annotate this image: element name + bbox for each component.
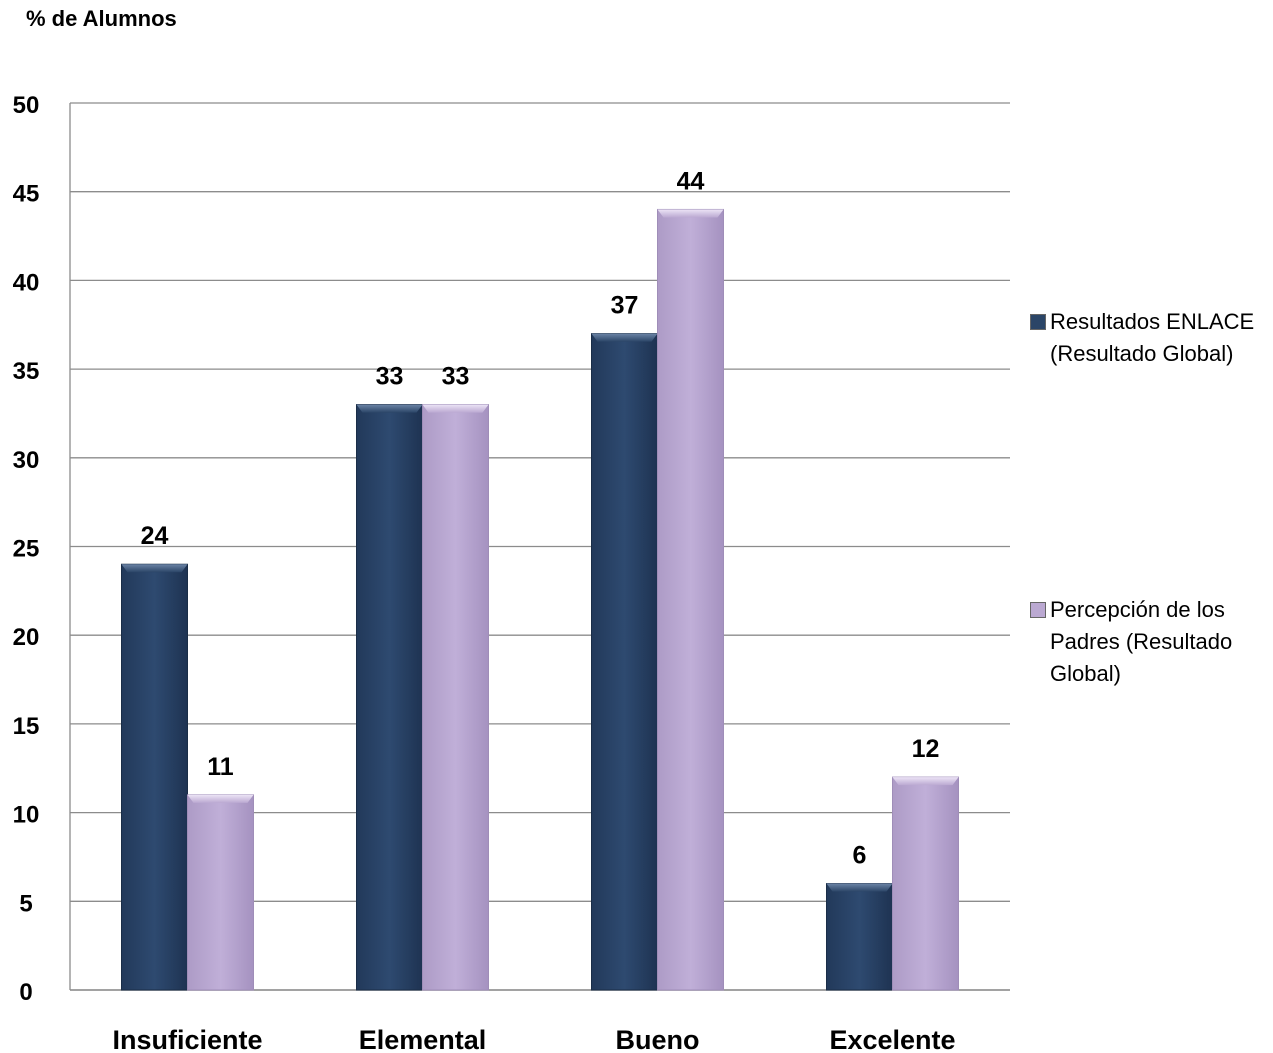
legend: Resultados ENLACE (Resultado Global) Per… [1030, 0, 1270, 1053]
bar-enlace-elemental [356, 404, 423, 991]
x-tick-label: Elemental [359, 1025, 487, 1053]
bar-bevel [591, 333, 658, 342]
y-tick-label: 5 [19, 890, 32, 917]
data-label: 12 [912, 735, 940, 763]
y-tick-label: 30 [13, 447, 40, 474]
data-label: 33 [376, 363, 404, 391]
bar-enlace-excelente [826, 883, 893, 991]
bar-bevel [422, 404, 489, 413]
y-tick-label: 35 [13, 358, 40, 385]
bar-padres-elemental [422, 404, 489, 991]
bar-padres-insuficiente [187, 794, 254, 991]
x-tick-label: Excelente [829, 1025, 955, 1053]
legend-swatch-padres [1030, 602, 1046, 618]
x-tick-label: Bueno [616, 1025, 700, 1053]
data-label: 24 [141, 522, 169, 550]
bar-bevel [187, 794, 254, 803]
bar-bevel [121, 564, 188, 573]
y-tick-label: 15 [13, 713, 40, 740]
data-label: 11 [207, 753, 234, 781]
bar-bevel [356, 404, 423, 413]
y-tick-label: 40 [13, 269, 40, 296]
data-label: 44 [677, 167, 705, 195]
bar-padres-excelente [892, 776, 959, 991]
bar-bevel [826, 883, 893, 892]
legend-label-enlace: Resultados ENLACE (Resultado Global) [1050, 309, 1255, 366]
y-tick-label: 45 [13, 181, 40, 208]
bar-bevel [892, 777, 959, 786]
data-label: 37 [611, 292, 639, 320]
bar-enlace-bueno [591, 333, 658, 991]
data-label: 33 [442, 363, 470, 391]
bar-bevel [657, 209, 724, 218]
y-tick-label: 10 [13, 802, 40, 829]
data-label: 6 [853, 842, 867, 870]
y-tick-label: 25 [13, 536, 40, 563]
y-tick-label: 0 [19, 979, 32, 1006]
bar-enlace-insuficiente [121, 563, 188, 991]
y-axis-title: % de Alumnos [26, 6, 177, 31]
legend-label-padres: Percepción de los Padres (Resultado Glob… [1050, 597, 1233, 686]
bar-padres-bueno [657, 208, 724, 991]
x-tick-label: Insuficiente [112, 1025, 262, 1053]
legend-swatch-enlace [1030, 314, 1046, 330]
y-tick-label: 50 [13, 92, 40, 119]
y-tick-label: 20 [13, 624, 40, 651]
